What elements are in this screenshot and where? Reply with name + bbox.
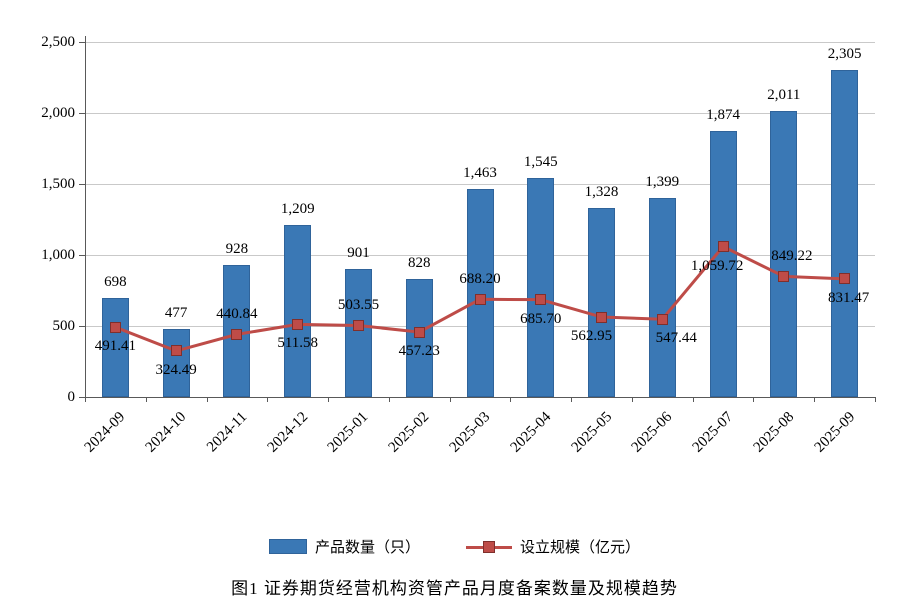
- line-point-label: 562.95: [570, 328, 613, 345]
- x-axis-tick: [145, 397, 147, 402]
- line-marker-icon: [596, 311, 608, 323]
- line-point-label: 1,059.72: [690, 257, 744, 274]
- y-axis-tick: [79, 113, 85, 114]
- bar: [588, 208, 616, 397]
- bar-value-label: 1,328: [584, 184, 619, 201]
- line-point-label: 511.58: [277, 335, 319, 352]
- y-tick-label: 0: [67, 389, 76, 405]
- y-tick-label: 1,000: [41, 247, 75, 263]
- line-point-label: 324.49: [155, 361, 197, 378]
- line-point-label: 849.22: [771, 248, 813, 265]
- line-point-label: 547.44: [655, 330, 697, 347]
- y-axis-line: [85, 36, 86, 397]
- bar: [344, 269, 372, 397]
- grid-line: [85, 113, 875, 114]
- line-sample-marker-icon: [483, 540, 495, 553]
- legend-item-line: 设立规模（亿元）: [466, 536, 640, 557]
- legend-item-bars: 产品数量（只）: [268, 536, 420, 557]
- x-axis-tick: [875, 397, 876, 402]
- bar-series-swatch-icon: [268, 539, 307, 554]
- x-axis-tick: [388, 397, 390, 402]
- bar-value-label: 2,305: [827, 45, 862, 62]
- line-marker-icon: [413, 326, 425, 338]
- x-axis-tick: [753, 397, 755, 402]
- x-axis-tick: [692, 397, 694, 402]
- line-point-label: 491.41: [94, 338, 136, 355]
- bar: [466, 189, 494, 397]
- x-axis-line: [85, 397, 876, 398]
- line-marker-icon: [535, 294, 547, 306]
- line-series-swatch-icon: [466, 540, 512, 554]
- bar-value-label: 477: [164, 305, 188, 322]
- line-marker-icon: [292, 318, 304, 330]
- line-point-label: 457.23: [398, 343, 440, 360]
- bar-value-label: 928: [225, 241, 249, 258]
- bar-value-label: 828: [407, 255, 431, 272]
- bar: [527, 177, 555, 397]
- line-marker-icon: [170, 345, 182, 357]
- bar-value-label: 1,399: [645, 174, 680, 191]
- y-tick-label: 500: [52, 318, 76, 334]
- x-axis-tick: [449, 397, 451, 402]
- y-axis-tick: [79, 397, 85, 398]
- bar: [648, 198, 676, 397]
- bar: [770, 111, 798, 397]
- line-point-label: 831.47: [827, 289, 870, 306]
- y-tick-label: 2,000: [41, 105, 75, 121]
- bar-value-label: 1,874: [706, 106, 740, 123]
- y-axis-tick: [79, 42, 85, 43]
- x-axis-tick: [814, 397, 816, 402]
- line-marker-icon: [109, 321, 121, 333]
- grid-line: [85, 184, 875, 185]
- x-axis-tick: [328, 397, 330, 402]
- bar-value-label: 901: [347, 245, 370, 262]
- line-marker-icon: [839, 273, 851, 285]
- line-marker-icon: [656, 313, 668, 325]
- bar: [162, 329, 190, 397]
- y-tick-label: 2,500: [41, 34, 75, 50]
- line-marker-icon: [352, 319, 364, 331]
- y-tick-label: 1,500: [41, 176, 75, 192]
- line-point-label: 685.70: [520, 310, 562, 327]
- bar-value-label: 2,011: [767, 87, 801, 104]
- line-marker-icon: [778, 270, 790, 282]
- line-marker-icon: [231, 328, 243, 340]
- y-axis-tick: [79, 184, 85, 185]
- line-point-label: 503.55: [337, 297, 380, 314]
- grid-line: [85, 42, 875, 43]
- x-axis-tick: [631, 397, 633, 402]
- x-axis-tick: [206, 397, 208, 402]
- y-axis-tick: [79, 255, 85, 256]
- legend-line-label: 设立规模（亿元）: [520, 540, 641, 556]
- bar-value-label: 1,545: [523, 153, 558, 170]
- figure-caption: 图1 证券期货经营机构资管产品月度备案数量及规模趋势: [231, 579, 678, 598]
- legend-bar-label: 产品数量（只）: [314, 540, 420, 556]
- bar: [101, 297, 129, 397]
- bar-value-label: 1,463: [463, 165, 497, 182]
- bar-value-label: 698: [104, 273, 127, 290]
- y-axis-tick: [79, 326, 85, 327]
- line-point-label: 688.20: [459, 271, 501, 288]
- x-axis-tick: [571, 397, 573, 402]
- line-marker-icon: [474, 293, 486, 305]
- bar: [405, 279, 433, 397]
- legend: 产品数量（只） 设立规模（亿元）: [0, 536, 909, 557]
- line-point-label: 440.84: [216, 306, 258, 323]
- x-axis-tick: [510, 397, 512, 402]
- x-axis-tick: [85, 397, 86, 402]
- x-axis-tick: [267, 397, 269, 402]
- bar: [284, 225, 312, 397]
- bar-value-label: 1,209: [280, 201, 315, 218]
- bar: [831, 69, 859, 397]
- line-marker-icon: [717, 241, 729, 253]
